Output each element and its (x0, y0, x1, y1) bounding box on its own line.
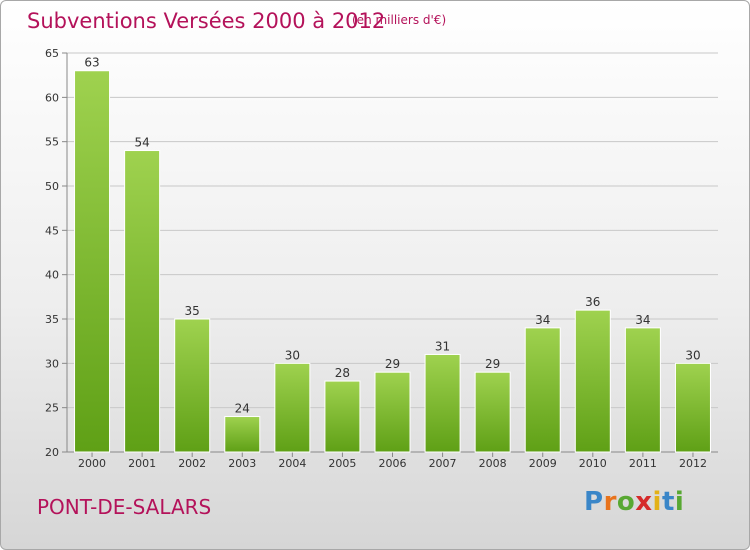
logo-letter: i (674, 487, 685, 517)
y-tick-label: 45 (45, 224, 59, 237)
data-label-2003: 24 (235, 402, 250, 416)
y-tick-label: 25 (45, 402, 59, 415)
data-label-2009: 34 (535, 313, 550, 327)
commune-name: PONT-DE-SALARS (37, 495, 212, 519)
logo-letter: o (616, 487, 636, 517)
y-tick-label: 50 (45, 180, 59, 193)
x-tick-label-2012: 2012 (679, 457, 707, 470)
x-tick-label-2011: 2011 (629, 457, 657, 470)
chart-title: Subventions Versées 2000 à 2012 (27, 9, 386, 33)
logo-letter: r (603, 487, 617, 517)
bar-2006 (374, 371, 411, 453)
y-tick-label: 60 (45, 91, 59, 104)
logo-letter: x (635, 487, 653, 517)
bars (74, 70, 711, 453)
bar-2004 (274, 362, 311, 453)
x-tick-label-2002: 2002 (178, 457, 206, 470)
data-label-2008: 29 (485, 357, 500, 371)
data-label-2000: 63 (84, 56, 99, 70)
data-label-2004: 30 (285, 348, 300, 362)
bar-2000 (74, 70, 111, 453)
bar-2008 (474, 371, 511, 453)
data-label-2012: 30 (685, 348, 700, 362)
bar-2002 (174, 318, 211, 453)
data-label-2010: 36 (585, 295, 600, 309)
bar-2011 (624, 327, 661, 453)
bar-2003 (224, 416, 261, 453)
x-tick-label-2010: 2010 (579, 457, 607, 470)
y-tick-label: 55 (45, 136, 59, 149)
y-tick-label: 65 (45, 47, 59, 60)
y-tick-label: 40 (45, 269, 59, 282)
bar-2010 (574, 309, 611, 453)
x-tick-label-2001: 2001 (128, 457, 156, 470)
x-tick-label-2005: 2005 (328, 457, 356, 470)
bar-2005 (324, 380, 361, 453)
bar-2001 (124, 150, 161, 453)
bar-2012 (674, 362, 711, 453)
bar-2007 (424, 353, 461, 453)
x-tick-label-2003: 2003 (228, 457, 256, 470)
x-tick-label-2000: 2000 (78, 457, 106, 470)
data-label-2007: 31 (435, 339, 450, 353)
data-label-2005: 28 (335, 366, 350, 380)
x-tick-label-2006: 2006 (379, 457, 407, 470)
logo-letter: i (652, 487, 662, 517)
data-label-2011: 34 (635, 313, 650, 327)
data-label-2002: 35 (185, 304, 200, 318)
x-tick-label-2007: 2007 (429, 457, 457, 470)
x-tick-label-2009: 2009 (529, 457, 557, 470)
y-tick-label: 30 (45, 357, 59, 370)
y-tick-label: 20 (45, 446, 59, 459)
logo-letter: t (661, 487, 675, 517)
y-tick-label: 35 (45, 313, 59, 326)
x-tick-label-2008: 2008 (479, 457, 507, 470)
x-tick-label-2004: 2004 (278, 457, 306, 470)
labels: 20 25 30 35 40 45 50 55 60 65 63 2000 54 2001 35 2002 24… (45, 47, 707, 470)
data-label-2006: 29 (385, 357, 400, 371)
unit-note: (en milliers d'€) (352, 13, 447, 27)
proxiti-logo: Proxiti (584, 487, 684, 517)
data-label-2001: 54 (134, 136, 149, 150)
bar-2009 (524, 327, 561, 453)
logo-letter: P (584, 487, 604, 517)
